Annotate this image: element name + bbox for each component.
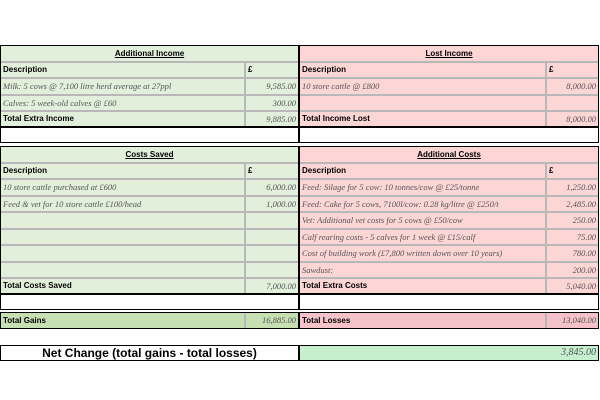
- row-amount: [245, 245, 299, 262]
- row-amount: [245, 212, 299, 229]
- section-title: Additional Income: [0, 45, 299, 62]
- row-amount: 9,585.00: [245, 78, 299, 95]
- row-amount: 250.00: [546, 212, 599, 229]
- row-description: [0, 212, 245, 229]
- row-description: Feed & vet for 10 store cattle £100/head: [0, 195, 245, 212]
- column-header: Description: [299, 62, 546, 78]
- row-amount: 780.00: [546, 245, 599, 262]
- row-description: [0, 261, 245, 278]
- row-amount: 200.00: [546, 261, 599, 278]
- row-description: Sawdust:: [299, 261, 546, 278]
- column-header: £: [245, 163, 299, 179]
- total-losses-label: Total Losses: [299, 312, 546, 329]
- total-amount: 5,040.00: [546, 278, 599, 294]
- column-header: Description: [299, 163, 546, 179]
- total-label: Total Extra Costs: [299, 278, 546, 294]
- row-amount: [245, 261, 299, 278]
- row-amount: 6,000.00: [245, 179, 299, 196]
- total-label: Total Costs Saved: [0, 278, 245, 294]
- column-header: £: [546, 163, 599, 179]
- section-title: Additional Costs: [299, 146, 599, 163]
- row-description: Vet: Additional vet costs for 5 cows @ £…: [299, 212, 546, 229]
- column-header: Description: [0, 62, 245, 78]
- row-description: [0, 245, 245, 262]
- row-amount: 2,485.00: [546, 195, 599, 212]
- net-change-amount: 3,845.00: [299, 345, 599, 361]
- row-description: Feed: Silage for 5 cow: 10 tonnes/cow @ …: [299, 179, 546, 196]
- row-description: 10 store cattle @ £800: [299, 78, 546, 95]
- total-label: Total Income Lost: [299, 111, 546, 127]
- row-description: [299, 94, 546, 111]
- row-amount: 75.00: [546, 228, 599, 245]
- row-description: Calf rearing costs - 5 calves for 1 week…: [299, 228, 546, 245]
- total-amount: 9,885.00: [245, 111, 299, 127]
- row-amount: [546, 94, 599, 111]
- blank-row: [299, 294, 599, 310]
- row-amount: 1,250.00: [546, 179, 599, 196]
- row-description: Cost of building work (£7,800 written do…: [299, 245, 546, 262]
- total-amount: 8,000.00: [546, 111, 599, 127]
- row-description: Calves: 5 week-old calves @ £60: [0, 94, 245, 111]
- column-header: £: [245, 62, 299, 78]
- blank-row: [0, 127, 299, 143]
- total-losses-amount: 13,040.00: [546, 312, 599, 329]
- row-amount: [245, 228, 299, 245]
- row-description: 10 store cattle purchased at £600: [0, 179, 245, 196]
- section-title: Costs Saved: [0, 146, 299, 163]
- blank-row: [0, 294, 299, 310]
- row-amount: 8,000.00: [546, 78, 599, 95]
- total-amount: 7,000.00: [245, 278, 299, 294]
- net-change-label: Net Change (total gains - total losses): [0, 345, 299, 361]
- column-header: £: [546, 62, 599, 78]
- row-description: [0, 228, 245, 245]
- row-description: Feed: Cake for 5 cows, 7100l/cow: 0.28 k…: [299, 195, 546, 212]
- column-header: Description: [0, 163, 245, 179]
- total-label: Total Extra Income: [0, 111, 245, 127]
- blank-row: [299, 127, 599, 143]
- row-description: Milk: 5 cows @ 7,100 litre herd average …: [0, 78, 245, 95]
- row-amount: 300.00: [245, 94, 299, 111]
- total-gains-label: Total Gains: [0, 312, 245, 329]
- row-amount: 1,000.00: [245, 195, 299, 212]
- total-gains-amount: 16,885.00: [245, 312, 299, 329]
- section-title: Lost Income: [299, 45, 599, 62]
